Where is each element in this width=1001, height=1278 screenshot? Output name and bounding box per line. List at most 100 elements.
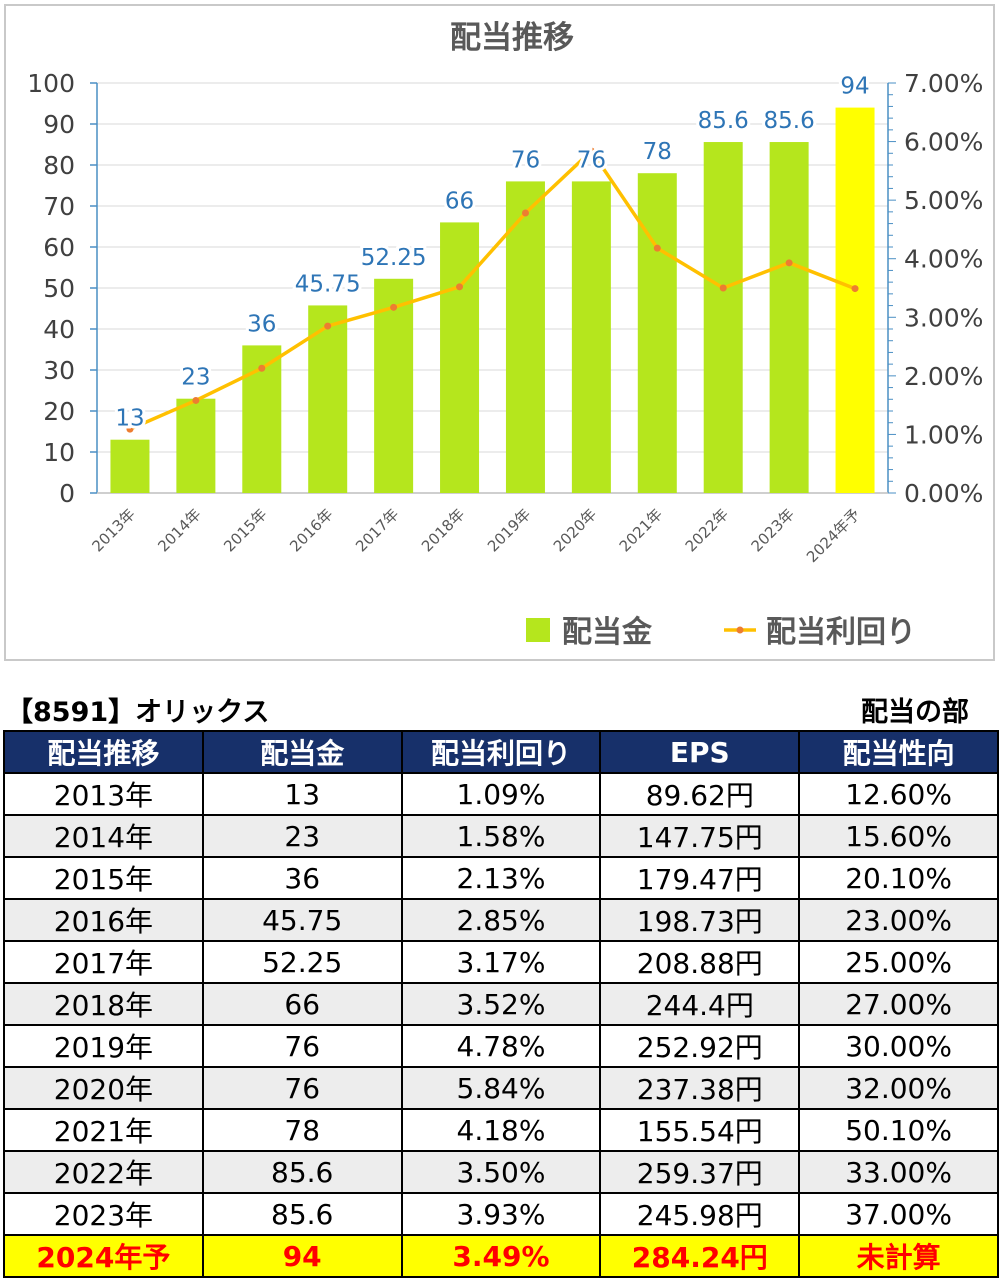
table-row: 2020年 76 5.84% 237.38円 32.00% [3, 1066, 999, 1110]
table-row: 2019年 76 4.78% 252.92円 30.00% [3, 1024, 999, 1068]
bar-data-label: 85.6 [764, 108, 815, 134]
x-tick-label: 2020年 [550, 505, 600, 555]
table-cell: 179.47円 [599, 856, 801, 900]
yield-point [653, 244, 661, 252]
table-cell: 2014年 [3, 814, 204, 858]
bar [571, 181, 611, 493]
legend-bar-swatch [526, 618, 550, 642]
yield-point [126, 425, 134, 433]
bar-data-label: 52.25 [361, 245, 427, 271]
bar-data-label: 76 [577, 147, 606, 173]
table-cell: 245.98円 [599, 1192, 801, 1236]
table-cell: 2013年 [3, 772, 204, 816]
forecast-row: 2024年予 94 3.49% 284.24円 未計算 [3, 1234, 999, 1278]
table-cell: 2020年 [3, 1066, 204, 1110]
bar [769, 142, 809, 494]
table-cell: 25.00% [798, 940, 999, 984]
y-left-tick-label: 20 [43, 397, 75, 426]
table-cell: 76 [201, 1024, 403, 1068]
chart-title: 配当推移 [450, 20, 574, 56]
table-cell: 2024年予 [3, 1234, 204, 1278]
table-cell: 2017年 [3, 940, 204, 984]
table-cell: 2019年 [3, 1024, 204, 1068]
table-cell: 85.6 [201, 1150, 403, 1194]
y-left-tick-label: 100 [27, 69, 75, 98]
x-tick-label: 2016年 [286, 505, 336, 555]
y-left-tick-label: 40 [43, 315, 75, 344]
table-cell: 5.84% [400, 1066, 602, 1110]
bar [505, 181, 545, 493]
table-cell: 27.00% [798, 982, 999, 1026]
table-cell: 30.00% [798, 1024, 999, 1068]
yield-point [851, 285, 859, 293]
table-cell: 20.10% [798, 856, 999, 900]
table-cell: 50.10% [798, 1108, 999, 1152]
table-cell: 37.00% [798, 1192, 999, 1236]
legend-bar-label: 配当金 [562, 615, 653, 650]
x-tick-label: 2024年予 [803, 505, 864, 566]
bar [835, 107, 875, 493]
bar [637, 173, 677, 493]
x-tick-label: 2013年 [88, 505, 138, 555]
column-header: 配当性向 [798, 730, 999, 774]
bar [176, 398, 216, 493]
table-cell: 3.49% [400, 1234, 602, 1278]
x-tick-label: 2015年 [220, 505, 270, 555]
y-left-tick-label: 60 [43, 233, 75, 262]
table-cell: 147.75円 [599, 814, 801, 858]
table-cell: 12.60% [798, 772, 999, 816]
y-left-tick-label: 90 [43, 110, 75, 139]
table-cell: 89.62円 [599, 772, 801, 816]
table-cell: 1.58% [400, 814, 602, 858]
table-cell: 94 [201, 1234, 403, 1278]
table-row: 2013年 13 1.09% 89.62円 12.60% [3, 772, 999, 816]
bar-data-label: 66 [445, 188, 474, 214]
table-cell: 2023年 [3, 1192, 204, 1236]
bar-data-label: 76 [511, 147, 540, 173]
bar-data-label: 23 [181, 365, 210, 391]
bar-data-label: 36 [247, 311, 276, 337]
table-row: 2015年 36 2.13% 179.47円 20.10% [3, 856, 999, 900]
yield-point [192, 396, 200, 404]
section-heading: 配当の部 [861, 697, 969, 728]
table-row: 2021年 78 4.18% 155.54円 50.10% [3, 1108, 999, 1152]
bar [308, 305, 348, 493]
table-cell: 237.38円 [599, 1066, 801, 1110]
table-cell: 32.00% [798, 1066, 999, 1110]
dividend-table: 配当推移 配当金 配当利回り EPS 配当性向 2013年 13 1.09% 89.62円 12… [3, 730, 999, 1278]
y-left-tick-label: 50 [43, 274, 75, 303]
table-row: 2023年 85.6 3.93% 245.98円 37.00% [3, 1192, 999, 1236]
table-cell: 155.54円 [599, 1108, 801, 1152]
y-left-tick-label: 30 [43, 356, 75, 385]
table-cell: 45.75 [201, 898, 403, 942]
y-right-tick-label: 2.00% [904, 362, 983, 391]
yield-point [324, 322, 332, 330]
legend-line-marker [736, 626, 744, 634]
yield-point [719, 284, 727, 292]
table-cell: 198.73円 [599, 898, 801, 942]
y-left-tick-label: 0 [59, 479, 75, 508]
table-cell: 15.60% [798, 814, 999, 858]
bar [703, 142, 743, 494]
table-cell: 3.93% [400, 1192, 602, 1236]
bar [374, 278, 414, 493]
table-cell: 13 [201, 772, 403, 816]
column-header: 配当推移 [3, 730, 204, 774]
x-tick-label: 2014年 [154, 505, 204, 555]
chart-canvas: 配当推移 0 10 20 30 40 50 60 70 80 90 100 0.00% 1.00% 2.00… [27, 20, 983, 650]
x-tick-label: 2017年 [352, 505, 402, 555]
table-cell: 2016年 [3, 898, 204, 942]
table-cell: 4.18% [400, 1108, 602, 1152]
y-left-tick-label: 10 [43, 438, 75, 467]
dividend-chart: 配当推移 0 10 20 30 40 50 60 70 80 90 100 0.00% 1.00% 2.00… [4, 4, 995, 661]
table-body: 2013年 13 1.09% 89.62円 12.60% 2014年 23 1.58% 147.… [3, 772, 999, 1278]
table-row: 2017年 52.25 3.17% 208.88円 25.00% [3, 940, 999, 984]
table-cell: 3.52% [400, 982, 602, 1026]
table-cell: 76 [201, 1066, 403, 1110]
table-cell: 33.00% [798, 1150, 999, 1194]
yield-line [129, 149, 856, 431]
bar [110, 439, 150, 493]
table-cell: 未計算 [798, 1234, 999, 1278]
column-header: 配当利回り [400, 730, 602, 774]
table-cell: 36 [201, 856, 403, 900]
